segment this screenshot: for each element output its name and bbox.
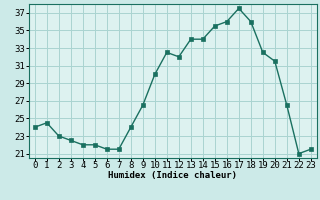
X-axis label: Humidex (Indice chaleur): Humidex (Indice chaleur) bbox=[108, 171, 237, 180]
